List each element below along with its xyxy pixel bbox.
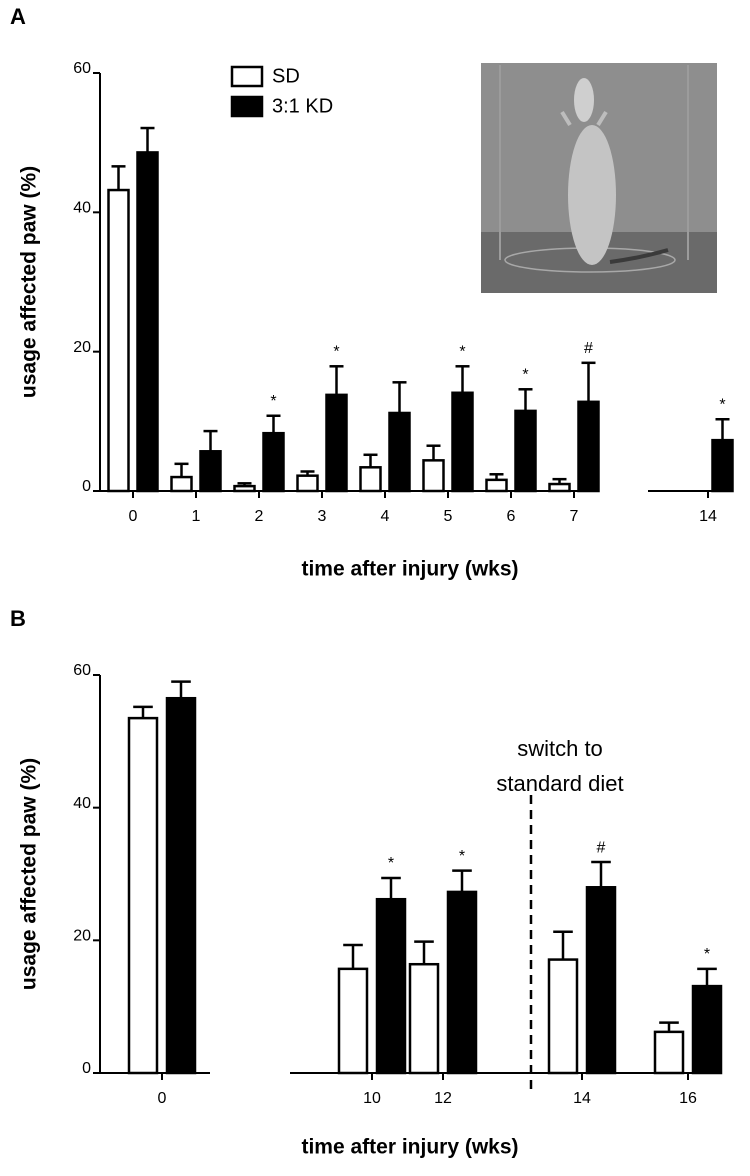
x-tick-label: 4 [381, 508, 390, 525]
significance-label: # [597, 839, 606, 856]
x-tick-label: 0 [158, 1090, 167, 1107]
bar [577, 400, 600, 493]
y-tick-label: 60 [73, 662, 91, 679]
significance-label: * [704, 946, 710, 963]
bar [136, 151, 159, 493]
bar [375, 897, 407, 1075]
legend-swatch [230, 95, 264, 118]
bar [485, 478, 508, 493]
y-tick-label: 20 [73, 339, 91, 356]
bar [408, 962, 440, 1075]
bar [233, 484, 256, 493]
bar [325, 393, 348, 493]
bar [359, 466, 382, 493]
x-tick-label: 2 [255, 508, 264, 525]
y-tick-label: 0 [82, 1060, 91, 1077]
x-tick-label: 1 [192, 508, 201, 525]
bar [127, 716, 159, 1075]
x-axis-label: time after injury (wks) [301, 1136, 518, 1159]
significance-label: # [584, 340, 593, 357]
x-tick-label: 14 [573, 1090, 591, 1107]
bar [446, 890, 478, 1075]
y-tick-label: 60 [73, 60, 91, 77]
significance-label: * [719, 396, 725, 413]
bar [170, 475, 193, 493]
y-tick-label: 40 [73, 200, 91, 217]
bar [199, 450, 222, 493]
bar [451, 391, 474, 493]
significance-label: * [388, 855, 394, 872]
bar [262, 431, 285, 493]
bar [296, 474, 319, 493]
bar [107, 188, 130, 493]
panel-label: B [10, 606, 26, 631]
x-tick-label: 6 [507, 508, 516, 525]
x-tick-label: 10 [363, 1090, 381, 1107]
significance-label: * [270, 393, 276, 410]
bar [165, 696, 197, 1075]
y-tick-label: 20 [73, 928, 91, 945]
x-axis-label: time after injury (wks) [301, 558, 518, 581]
x-tick-label: 12 [434, 1090, 452, 1107]
significance-label: * [333, 344, 339, 361]
legend-swatch [230, 65, 264, 88]
significance-label: * [459, 848, 465, 865]
bar [547, 958, 579, 1075]
x-tick-label: 16 [679, 1090, 697, 1107]
bar [388, 411, 411, 493]
bar [337, 967, 369, 1075]
bar [422, 459, 445, 493]
x-tick-label: 7 [570, 508, 579, 525]
annotation: switch to [517, 736, 603, 761]
bar [653, 1030, 685, 1075]
x-tick-label: 0 [129, 508, 138, 525]
significance-label: * [459, 344, 465, 361]
y-tick-label: 40 [73, 795, 91, 812]
x-tick-label: 14 [699, 508, 717, 525]
legend-label: SD [272, 65, 300, 87]
significance-label: * [522, 367, 528, 384]
inset-photo [481, 63, 717, 293]
y-tick-label: 0 [82, 478, 91, 495]
bar [691, 984, 723, 1075]
y-axis-label: usage affected paw (%) [18, 166, 41, 398]
bar [514, 409, 537, 493]
x-tick-label: 3 [318, 508, 327, 525]
annotation: standard diet [496, 771, 623, 796]
y-axis-label: usage affected paw (%) [18, 758, 41, 990]
legend-label: 3:1 KD [272, 95, 333, 117]
bar [585, 886, 617, 1075]
panel-label: A [10, 4, 26, 29]
x-tick-label: 5 [444, 508, 453, 525]
bar [548, 482, 571, 493]
bar [711, 438, 734, 493]
